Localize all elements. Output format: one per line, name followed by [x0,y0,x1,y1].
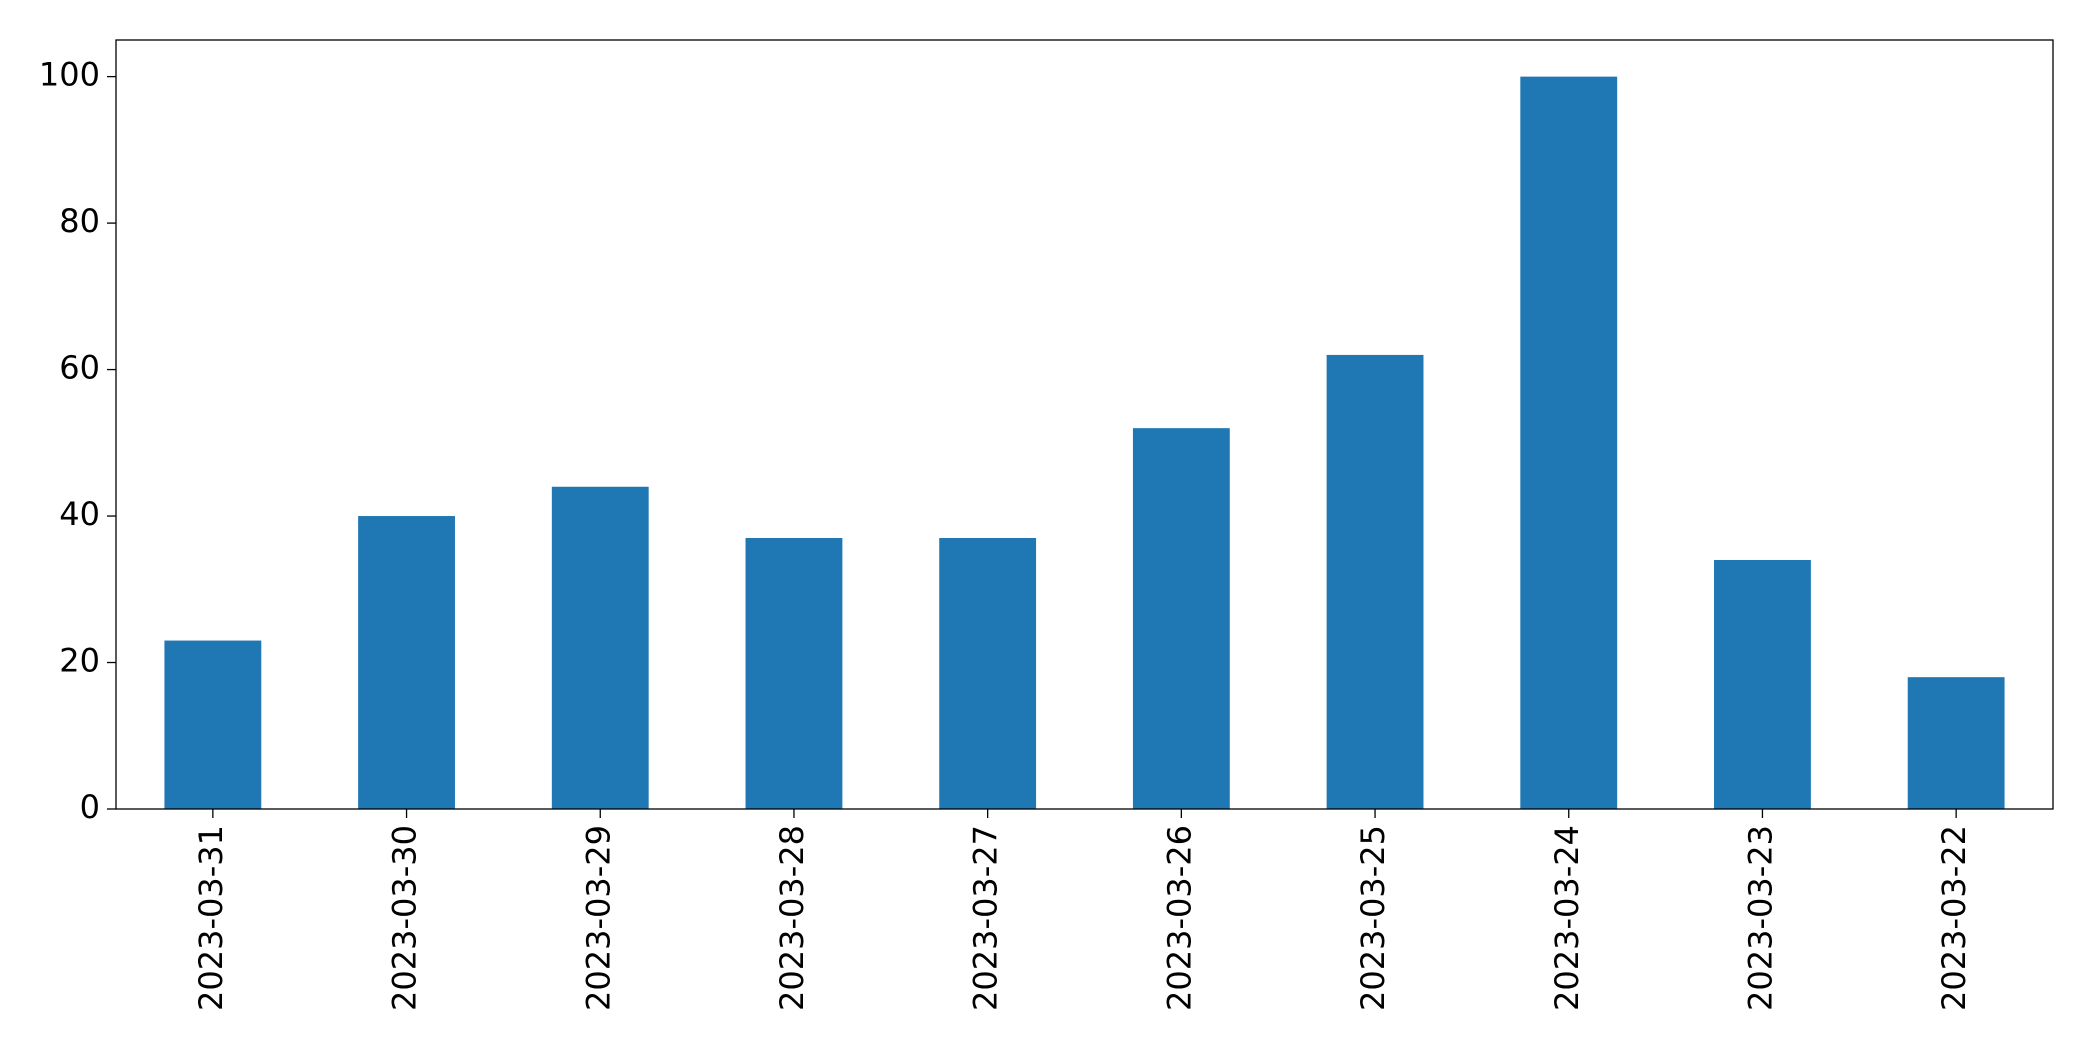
bar [1714,559,1811,809]
y-tick-label: 80 [59,202,100,240]
y-tick-label: 60 [59,349,100,387]
x-tick-label: 2023-03-28 [773,825,811,1011]
y-tick-label: 0 [80,788,100,826]
bar [1907,677,2005,809]
y-tick-label: 100 [39,56,100,94]
bar [1520,76,1618,810]
bar [1132,428,1230,809]
x-tick-label: 2023-03-31 [192,825,230,1011]
axes-frame [115,39,2054,810]
bar [745,538,843,809]
x-tick-label: 2023-03-24 [1548,825,1586,1011]
x-tick-label: 2023-03-23 [1741,825,1779,1011]
x-tick-label: 2023-03-27 [967,825,1005,1011]
bar [1326,354,1424,809]
x-tick-label: 2023-03-25 [1354,825,1392,1011]
x-tick-label: 2023-03-22 [1935,825,1973,1011]
bar [164,640,262,809]
bar [551,486,649,809]
bar [939,538,1037,809]
bar [358,516,455,809]
x-tick-label: 2023-03-29 [579,825,617,1011]
y-tick-label: 20 [59,642,100,680]
x-tick-label: 2023-03-26 [1160,825,1198,1011]
x-tick-label: 2023-03-30 [386,825,424,1011]
y-tick-label: 40 [59,495,100,533]
